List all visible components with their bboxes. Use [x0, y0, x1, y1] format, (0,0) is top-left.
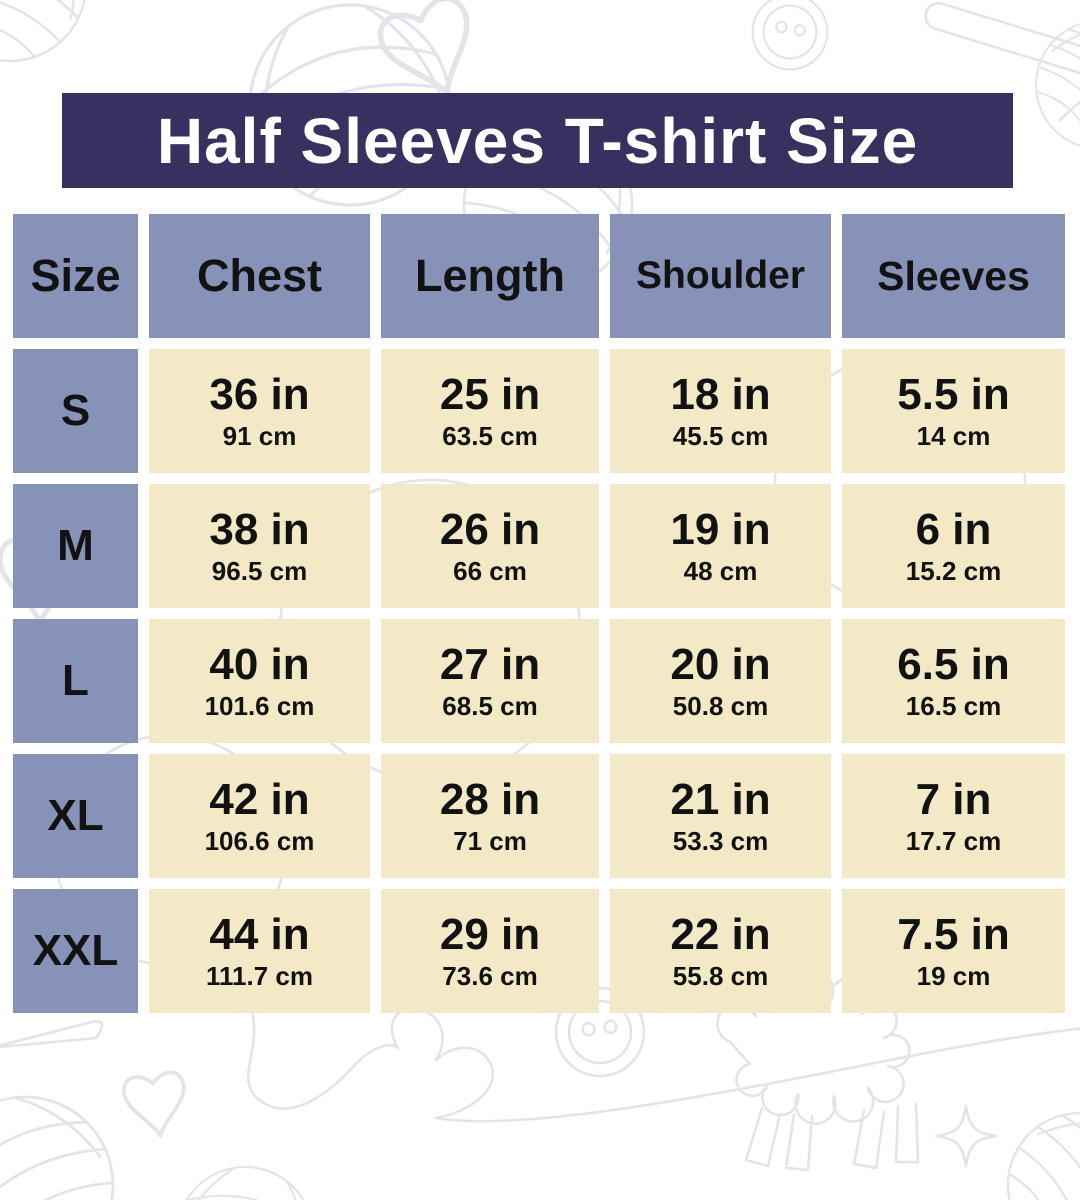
button-icon — [745, 0, 835, 77]
column-header-sleeves: Sleeves — [842, 214, 1065, 338]
inches-value: 5.5 in — [897, 370, 1010, 419]
inches-value: 6 in — [915, 505, 992, 554]
column-header-shoulder: Shoulder — [610, 214, 831, 338]
cm-value: 15.2 cm — [905, 556, 1002, 586]
cm-value: 50.8 cm — [672, 691, 769, 721]
cm-value: 73.6 cm — [442, 961, 538, 991]
cell-m-shoulder: 19 in 48 cm — [610, 484, 831, 608]
cell-xxl-shoulder: 22 in 55.8 cm — [610, 889, 831, 1013]
inches-value: 28 in — [439, 775, 541, 824]
cm-value: 53.3 cm — [672, 826, 769, 856]
inches-value: 7 in — [915, 775, 992, 824]
row-label-l: L — [13, 619, 138, 743]
sparkle-icon — [934, 1104, 998, 1168]
column-header-size: Size — [13, 214, 138, 338]
cell-m-chest: 38 in 96.5 cm — [149, 484, 370, 608]
cm-value: 111.7 cm — [206, 961, 313, 991]
yarn-ball-icon — [0, 0, 109, 84]
inches-value: 40 in — [209, 640, 310, 689]
column-header-chest: Chest — [149, 214, 370, 338]
inches-value: 36 in — [209, 370, 310, 419]
row-label-xxl: XXL — [13, 889, 138, 1013]
yarn-ball-icon — [980, 1085, 1080, 1200]
row-label-xl: XL — [13, 754, 138, 878]
inches-value: 19 in — [670, 505, 771, 554]
cm-value: 45.5 cm — [672, 421, 769, 451]
cell-xl-length: 28 in 71 cm — [381, 754, 599, 878]
cm-value: 106.6 cm — [204, 826, 315, 856]
yarn-ball-icon — [160, 1150, 330, 1200]
cm-value: 14 cm — [916, 421, 991, 451]
cell-xl-shoulder: 21 in 53.3 cm — [610, 754, 831, 878]
cm-value: 48 cm — [683, 556, 758, 586]
cell-l-sleeves: 6.5 in 16.5 cm — [842, 619, 1065, 743]
inches-value: 42 in — [209, 775, 310, 824]
thread-icon — [1058, 100, 1080, 122]
inches-value: 21 in — [670, 775, 771, 824]
cm-value: 96.5 cm — [211, 556, 308, 586]
thread-icon — [0, 1020, 104, 1049]
cm-value: 63.5 cm — [442, 421, 538, 451]
size-table: Size Chest Length Shoulder Sleeves S 36 … — [13, 214, 1065, 1013]
cell-s-chest: 36 in 91 cm — [149, 349, 370, 473]
cell-l-shoulder: 20 in 50.8 cm — [610, 619, 831, 743]
cell-m-length: 26 in 66 cm — [381, 484, 599, 608]
inches-value: 44 in — [209, 910, 310, 959]
page-title: Half Sleeves T-shirt Size — [156, 104, 919, 177]
cell-l-length: 27 in 68.5 cm — [381, 619, 599, 743]
row-label-m: M — [13, 484, 138, 608]
cm-value: 91 cm — [222, 421, 297, 451]
cell-xxl-chest: 44 in 111.7 cm — [149, 889, 370, 1013]
cm-value: 19 cm — [916, 961, 991, 991]
inches-value: 7.5 in — [897, 910, 1010, 959]
cell-m-sleeves: 6 in 15.2 cm — [842, 484, 1065, 608]
row-label-s: S — [13, 349, 138, 473]
inches-value: 25 in — [439, 370, 541, 419]
inches-value: 27 in — [439, 640, 541, 689]
cm-value: 68.5 cm — [442, 691, 538, 721]
inches-value: 29 in — [439, 910, 541, 959]
cm-value: 101.6 cm — [204, 691, 315, 721]
cm-value: 71 cm — [453, 826, 527, 856]
cell-xl-chest: 42 in 106.6 cm — [149, 754, 370, 878]
cell-xl-sleeves: 7 in 17.7 cm — [842, 754, 1065, 878]
cell-s-shoulder: 18 in 45.5 cm — [610, 349, 831, 473]
cell-s-sleeves: 5.5 in 14 cm — [842, 349, 1065, 473]
knitting-needle-icon — [924, 1, 1080, 92]
thread-icon — [247, 1007, 1080, 1123]
inches-value: 26 in — [439, 505, 541, 554]
inches-value: 38 in — [209, 505, 310, 554]
inches-value: 18 in — [670, 370, 771, 419]
cm-value: 55.8 cm — [672, 961, 769, 991]
cm-value: 17.7 cm — [905, 826, 1002, 856]
heart-icon — [120, 1068, 192, 1142]
cell-xxl-length: 29 in 73.6 cm — [381, 889, 599, 1013]
inches-value: 22 in — [670, 910, 771, 959]
inches-value: 6.5 in — [897, 640, 1010, 689]
inches-value: 20 in — [670, 640, 771, 689]
cell-l-chest: 40 in 101.6 cm — [149, 619, 370, 743]
cell-xxl-sleeves: 7.5 in 19 cm — [842, 889, 1065, 1013]
cm-value: 66 cm — [453, 556, 527, 586]
column-header-length: Length — [381, 214, 599, 338]
cell-s-length: 25 in 63.5 cm — [381, 349, 599, 473]
cm-value: 16.5 cm — [905, 691, 1002, 721]
title-banner: Half Sleeves T-shirt Size — [62, 93, 1013, 188]
